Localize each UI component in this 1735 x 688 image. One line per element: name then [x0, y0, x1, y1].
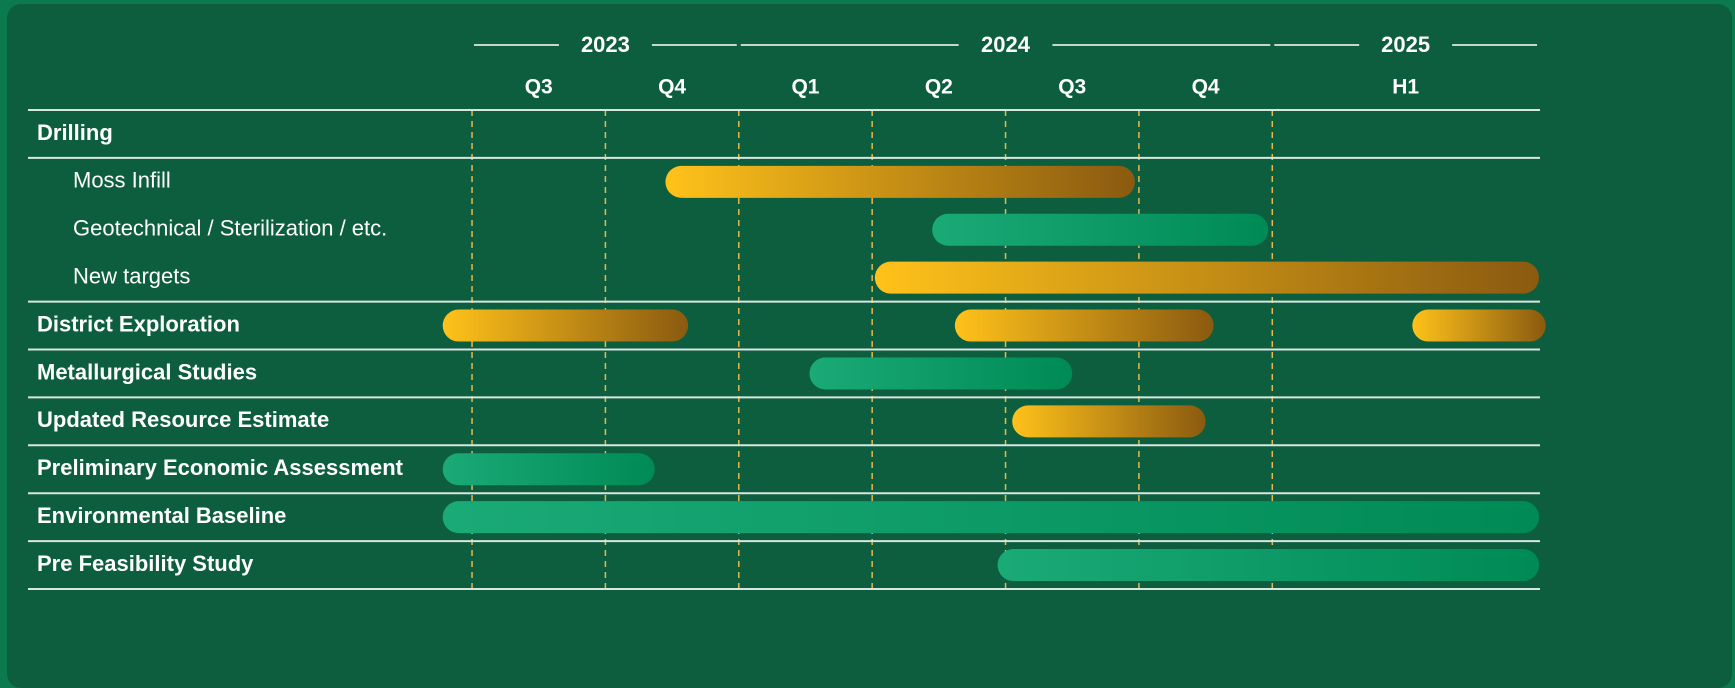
task-bar	[874, 261, 1540, 294]
task-bar	[442, 309, 689, 342]
period-label: Q4	[1192, 76, 1220, 99]
period-label: Q2	[925, 76, 953, 99]
row-heading: Preliminary Economic Assessment	[37, 455, 404, 480]
row-label: Moss Infill	[73, 168, 171, 193]
task-bar	[1412, 309, 1546, 342]
task-bar	[442, 501, 1540, 534]
year-label: 2023	[581, 32, 630, 57]
task-bar	[665, 165, 1135, 198]
panel	[7, 4, 1732, 688]
task-bar	[997, 549, 1540, 582]
row-heading: District Exploration	[37, 311, 240, 336]
row-heading: Metallurgical Studies	[37, 359, 257, 384]
task-bar	[954, 309, 1214, 342]
task-bar	[442, 453, 655, 486]
year-label: 2024	[981, 32, 1031, 57]
row-heading: Updated Resource Estimate	[37, 407, 329, 432]
period-label: Q3	[1058, 76, 1086, 99]
task-bar	[932, 213, 1269, 246]
row-heading: Pre Feasibility Study	[37, 551, 254, 576]
period-label: Q4	[658, 76, 686, 99]
period-label: Q3	[525, 76, 553, 99]
task-bar	[809, 357, 1073, 390]
row-label: New targets	[73, 263, 190, 288]
period-label: Q1	[791, 76, 819, 99]
task-bar	[1012, 405, 1206, 438]
year-label: 2025	[1381, 32, 1430, 57]
period-label: H1	[1392, 76, 1419, 99]
row-heading: Environmental Baseline	[37, 503, 286, 528]
row-label: Geotechnical / Sterilization / etc.	[73, 216, 387, 241]
row-heading: Drilling	[37, 120, 113, 145]
